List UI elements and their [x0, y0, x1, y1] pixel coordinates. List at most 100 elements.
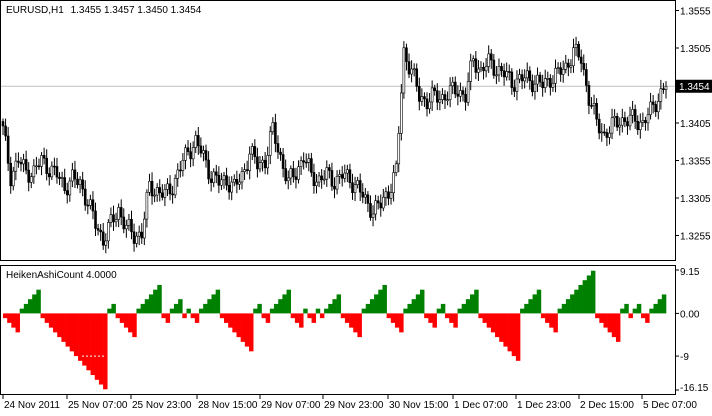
candle-body [402, 47, 406, 94]
candle-body [94, 210, 97, 229]
candle-body [47, 173, 51, 178]
candle-body [507, 71, 511, 73]
main-y-axis[interactable]: 1.3555 1.3505 1.3405 1.3355 1.3305 1.3255 [675, 7, 711, 243]
histogram-bar-positive [649, 308, 654, 314]
candle-body [556, 67, 560, 69]
candle-body [605, 132, 609, 138]
candle-body [459, 90, 462, 97]
candle-body [202, 150, 205, 154]
candle-body [119, 207, 123, 218]
histogram-bar-negative [86, 313, 91, 371]
candle-body [276, 143, 280, 153]
candle-body [418, 86, 421, 102]
candle-body [587, 85, 591, 106]
y-tick-label: 0.00 [680, 309, 700, 320]
candle-body [335, 175, 339, 190]
candle-body [415, 68, 419, 87]
x-tick-label: 29 Nov 07:00 [261, 400, 321, 411]
y-tick-label: 1.3505 [680, 44, 711, 55]
candle-body [112, 214, 115, 223]
candlestick-series [1, 36, 675, 254]
candle-body [338, 174, 341, 177]
candle-body [592, 103, 596, 107]
histogram-bar-negative [228, 313, 233, 328]
histogram-bar-positive [461, 303, 467, 314]
x-tick-label: 1 Dec 23:00 [517, 400, 571, 411]
candle-body [4, 125, 7, 137]
candle-body [633, 109, 637, 122]
histogram-bar-negative [545, 313, 550, 323]
histogram-bar-negative [540, 313, 546, 319]
candle-body [14, 160, 18, 172]
histogram-bar-positive [153, 289, 158, 314]
histogram-bar-positive [144, 299, 150, 314]
candle-body [523, 77, 526, 82]
indicator-y-axis[interactable]: 9.15 0.00 -9 -16.15 [675, 267, 709, 394]
candle-body [366, 194, 370, 204]
histogram-bar-negative [294, 313, 300, 323]
histogram-bar-negative [645, 313, 650, 323]
candle-body [40, 155, 43, 167]
histogram-bar-negative [73, 313, 79, 357]
histogram-bar-negative [232, 313, 237, 333]
histogram-bar-positive [198, 308, 204, 314]
candle-body [286, 177, 290, 182]
candle-body [199, 145, 203, 154]
histogram-bar-negative [3, 313, 8, 319]
histogram-bar-negative [128, 313, 133, 333]
histogram-bar-negative [428, 313, 433, 323]
candle-body [284, 168, 287, 182]
candle-body [173, 178, 177, 196]
histogram-bar-positive [157, 284, 162, 314]
candle-body [644, 120, 647, 124]
candle-body [474, 58, 478, 73]
candle-body [317, 175, 321, 183]
candle-body [299, 160, 303, 168]
histogram-bar-positive [419, 289, 425, 314]
candle-body [659, 88, 663, 102]
histogram-bar-positive [253, 308, 258, 314]
candle-body [479, 66, 483, 70]
current-price-label: 1.3454 [679, 82, 710, 93]
candle-body [533, 83, 537, 93]
candle-body [456, 93, 460, 97]
x-tick-label: 25 Nov 07:00 [68, 400, 128, 411]
candle-body [569, 65, 573, 68]
candle-body [505, 71, 508, 78]
time-axis[interactable]: 24 Nov 2011 25 Nov 07:00 25 Nov 23:00 28 No… [2, 395, 697, 411]
histogram-bar-negative [48, 313, 54, 328]
histogram-bar-positive [332, 299, 337, 314]
histogram-bar-positive [565, 299, 571, 314]
histogram-bar-negative [115, 313, 121, 319]
candle-body [520, 74, 524, 82]
histogram-bar-negative [486, 313, 492, 328]
candle-body [430, 87, 434, 103]
indicator-title: HeikenAshiCount 4.0000 [6, 270, 117, 281]
candle-body [551, 82, 555, 88]
candle-body [656, 101, 660, 113]
candle-body [101, 231, 105, 246]
candle-body [65, 190, 69, 196]
histogram-bar-negative [503, 313, 508, 347]
histogram-bar-negative [53, 313, 58, 333]
candle-body [168, 183, 172, 195]
candle-body [114, 219, 118, 223]
candle-body [227, 184, 231, 193]
candle-body [448, 85, 452, 101]
histogram-bar-positive [207, 299, 212, 314]
histogram-bar-negative [15, 313, 20, 333]
histogram-bar-positive [632, 308, 638, 314]
histogram-bar-negative [349, 313, 354, 328]
histogram-bar-negative [640, 313, 646, 319]
histogram-bar-negative [261, 313, 266, 319]
candle-body [649, 101, 652, 116]
candle-body [27, 169, 30, 183]
histogram-bar-positive [274, 303, 279, 314]
histogram-bar-negative [611, 313, 617, 338]
candle-body [29, 176, 33, 183]
candle-body [525, 70, 529, 79]
candle-body [189, 151, 192, 160]
candle-body [461, 90, 465, 95]
